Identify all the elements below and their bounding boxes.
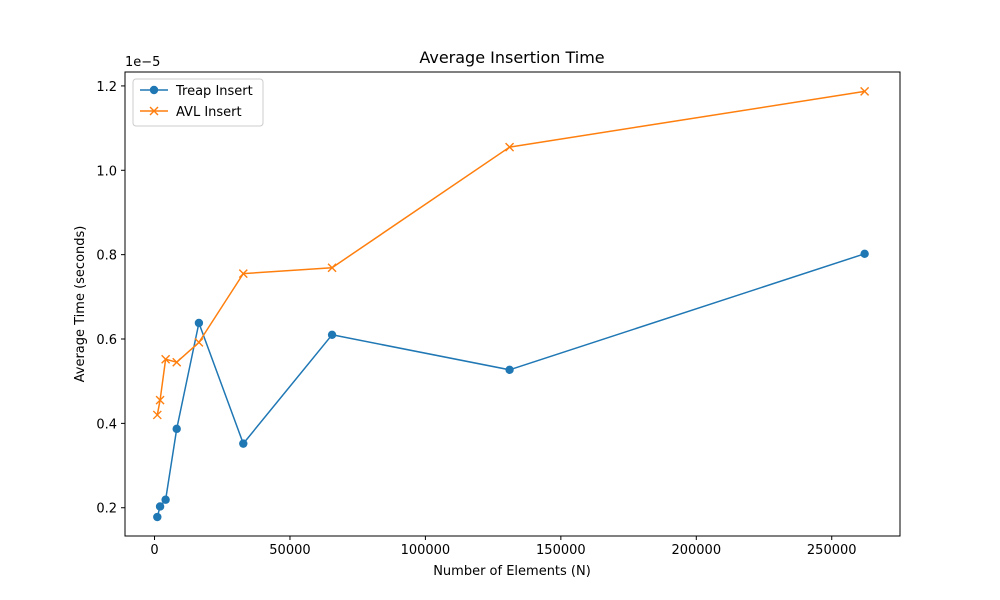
legend-label: AVL Insert xyxy=(176,105,242,120)
treap-insert-point xyxy=(153,512,162,522)
x-tick-label: 250000 xyxy=(807,543,857,558)
y-tick-label: 0.4 xyxy=(96,417,117,432)
treap-insert-point xyxy=(239,439,248,448)
x-tick-label: 150000 xyxy=(536,543,586,558)
x-tick-label: 200000 xyxy=(671,543,721,558)
legend-marker xyxy=(149,85,159,95)
y-tick-label: 1.2 xyxy=(96,80,117,95)
y-offset-label: 1e−5 xyxy=(125,55,160,70)
treap-insert-point xyxy=(194,318,204,328)
avl-insert-point xyxy=(505,142,515,152)
avl-insert-point xyxy=(161,354,171,364)
y-tick-label: 0.6 xyxy=(96,333,117,348)
legend: Treap Insert AVL Insert xyxy=(132,78,264,127)
treap-insert-point xyxy=(155,502,165,511)
x-axis-label: Number of Elements (N) xyxy=(433,564,591,579)
treap-insert-point xyxy=(161,495,170,504)
legend-label: Treap Insert xyxy=(175,84,253,99)
y-tick-label: 0.8 xyxy=(96,249,117,264)
treap-insert-point xyxy=(327,330,337,339)
plot-frame xyxy=(124,71,901,537)
avl-insert-point xyxy=(860,86,870,96)
treap-insert-point xyxy=(860,249,869,259)
treap-insert-point xyxy=(505,365,514,375)
y-tick-label: 1.0 xyxy=(96,164,117,179)
avl-insert-point xyxy=(194,337,204,347)
x-tick-label: 100000 xyxy=(401,543,451,558)
treap-insert-point xyxy=(172,424,181,434)
y-axis-label: Average Time (seconds) xyxy=(73,226,88,383)
avl-insert-point xyxy=(327,263,337,273)
y-tick-label: 0.2 xyxy=(96,502,117,517)
x-tick-label: 50000 xyxy=(269,543,310,558)
avl-insert-point xyxy=(152,410,162,420)
chart-title: Average Insertion Time xyxy=(419,48,604,67)
x-tick-label: 0 xyxy=(150,543,158,558)
avl-insert-point xyxy=(155,395,165,405)
avl-insert-point xyxy=(172,357,182,367)
avl-insert-point xyxy=(238,269,248,279)
legend-marker xyxy=(149,106,159,116)
